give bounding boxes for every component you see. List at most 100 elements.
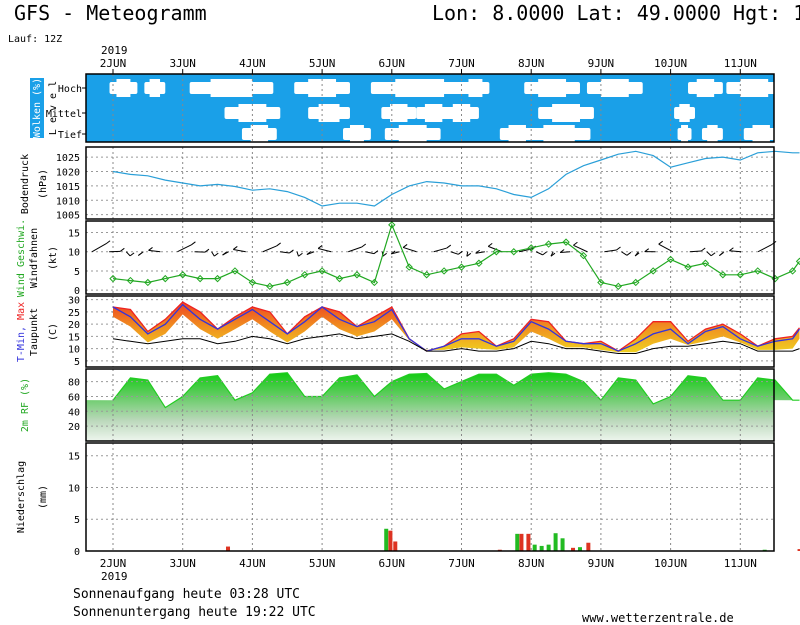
wind-marker xyxy=(370,278,379,287)
y-tick-label: 5 xyxy=(74,357,80,368)
cloud-block xyxy=(538,79,567,97)
y-tick-label: 10 xyxy=(68,483,80,494)
y-tick-label: 1025 xyxy=(56,153,80,164)
wind-marker xyxy=(457,263,466,271)
wind-marker xyxy=(597,278,605,287)
wind-barb xyxy=(535,251,543,256)
wind-marker xyxy=(632,278,640,287)
wind-barb xyxy=(560,251,571,253)
wind-marker xyxy=(231,267,239,275)
cloud-block xyxy=(395,79,445,97)
wind-barb xyxy=(658,243,673,253)
wind-barb xyxy=(91,243,107,253)
wind-barb xyxy=(403,246,417,253)
year-label-bottom: 2019 xyxy=(101,570,128,583)
wind-barb xyxy=(296,251,299,257)
wind-marker xyxy=(527,244,535,252)
level-label: L e v e l xyxy=(48,81,59,135)
y-tick-label: 0 xyxy=(74,547,80,558)
cloud-block xyxy=(308,79,337,97)
wind-barb-flag xyxy=(204,248,210,253)
cloud-level-label: Hoch xyxy=(58,84,82,95)
wind-marker xyxy=(144,278,152,287)
cloud-block xyxy=(349,125,364,143)
precip-bar xyxy=(384,528,389,551)
wind-marker xyxy=(579,251,588,260)
wind-marker xyxy=(109,274,117,283)
wind-barb-flag xyxy=(298,252,303,257)
wind-barb-flag xyxy=(626,251,632,256)
wind-barb-flag xyxy=(616,246,621,251)
day-label-bottom: 4JUN xyxy=(239,557,266,570)
y-tick-label: 25 xyxy=(68,308,80,319)
precip-bar xyxy=(226,546,231,551)
wind-marker xyxy=(771,274,779,283)
panel-frame xyxy=(85,368,775,442)
model-title: GFS - Meteogramm xyxy=(14,1,207,25)
wind-barb xyxy=(757,243,773,253)
day-label-top: 2JUN xyxy=(100,57,127,70)
wind-marker xyxy=(353,271,361,279)
day-label-bottom: 9JUN xyxy=(588,557,615,570)
wind-barb-flag xyxy=(129,252,135,257)
cloud-block xyxy=(452,104,471,122)
panel-frame xyxy=(85,442,775,552)
wind-marker xyxy=(422,271,431,279)
wind-barb-flag xyxy=(710,252,716,257)
day-label-bottom: 6JUN xyxy=(379,557,406,570)
wind-ylabel-2: Windfahnen xyxy=(29,228,40,288)
precip-bar xyxy=(539,545,544,551)
wind-barb-flag xyxy=(289,249,294,254)
day-label-top: 11JUN xyxy=(724,57,757,70)
website-link[interactable]: www.wetterzentrale.de xyxy=(582,611,734,625)
wind-barb-flag xyxy=(373,250,379,255)
cloud-block xyxy=(707,125,718,143)
wind-barb-flag xyxy=(550,252,556,257)
panel-frame xyxy=(85,73,775,143)
website-text[interactable]: www.wetterzentrale.de xyxy=(582,611,734,625)
day-label-top: 9JUN xyxy=(588,57,615,70)
cloud-block xyxy=(424,104,443,122)
wind-marker xyxy=(405,263,413,271)
cloud-block xyxy=(696,79,715,97)
wind-speed-line xyxy=(112,223,800,287)
wind-barb-flag xyxy=(120,247,125,252)
day-label-top: 5JUN xyxy=(309,57,336,70)
wind-barb-flag xyxy=(466,252,472,257)
wind-barb xyxy=(177,244,192,253)
wind-barb xyxy=(706,251,712,257)
wind-barb-flag xyxy=(644,248,650,253)
wind-barb xyxy=(365,251,375,255)
precip-bar xyxy=(388,530,393,551)
wind-barb xyxy=(233,248,246,253)
clouds-ylabel: Wolken (%) xyxy=(32,78,43,138)
wind-barb xyxy=(125,251,131,257)
temp-ylabel-1: T-Min, Max xyxy=(16,302,27,362)
wind-marker xyxy=(318,267,326,275)
day-label-top: 4JUN xyxy=(239,57,266,70)
cloud-block xyxy=(552,104,580,122)
wind-marker xyxy=(754,267,762,275)
cloud-block xyxy=(543,125,575,143)
tmin-line xyxy=(112,303,800,352)
wind-barb xyxy=(689,250,702,253)
wind-marker xyxy=(283,278,291,287)
pressure-ylabel-1: Bodendruck xyxy=(20,154,31,214)
wind-barb-flag xyxy=(306,251,312,255)
wind-marker xyxy=(178,271,187,279)
y-tick-label: 60 xyxy=(68,392,80,403)
year-label-top: 2019 xyxy=(101,44,128,57)
wind-marker xyxy=(492,248,501,256)
wind-ylabel-1: Wind Geschwi. xyxy=(16,219,27,297)
wind-panel: 0 5 10 15 xyxy=(68,220,800,297)
precip-bar xyxy=(546,544,551,551)
wind-barb xyxy=(604,249,617,253)
wind-marker xyxy=(562,238,570,246)
pressure-line xyxy=(112,150,800,207)
run-label: Lauf: 12Z xyxy=(8,34,62,45)
cloud-block xyxy=(250,125,269,143)
wind-barb xyxy=(391,251,400,255)
wind-marker xyxy=(300,271,309,279)
